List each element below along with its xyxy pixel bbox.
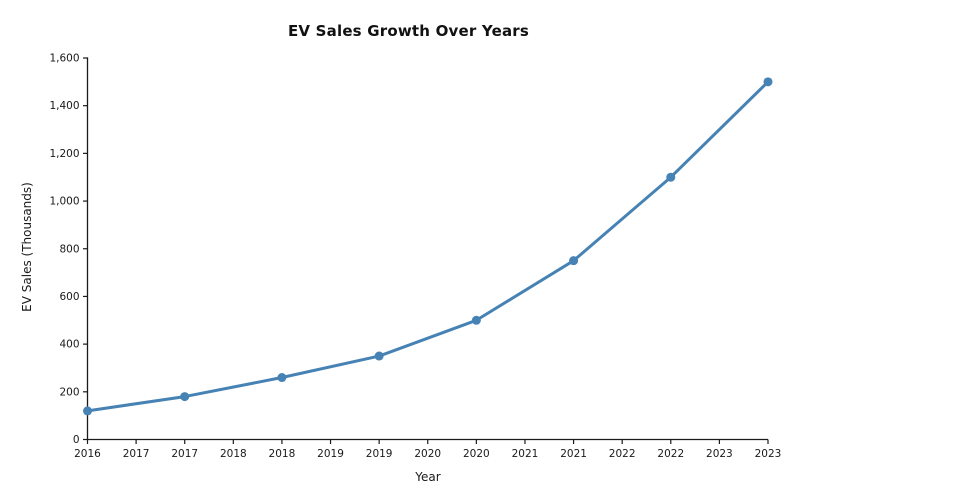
x-tick-label: 2016 — [74, 448, 101, 460]
y-tick-label: 0 — [73, 434, 80, 446]
x-tick-label: 2019 — [366, 448, 393, 460]
chart-title: EV Sales Growth Over Years — [287, 22, 530, 40]
data-point — [83, 406, 92, 416]
x-tick-label: 2019 — [317, 448, 344, 460]
y-tick-label: 400 — [59, 339, 79, 351]
y-tick-label: 1,400 — [49, 100, 79, 112]
y-tick-label: 800 — [59, 243, 79, 255]
x-axis-title: Year — [415, 470, 441, 484]
y-tick-label: 200 — [59, 386, 79, 398]
x-tick-label: 2017 — [171, 448, 198, 460]
x-tick-label: 2020 — [463, 448, 490, 460]
x-tick-label: 2023 — [755, 448, 782, 460]
y-tick-label: 1,600 — [49, 53, 79, 65]
ev-sales-line — [86, 80, 770, 413]
data-point — [569, 256, 579, 266]
x-tick-label: 2022 — [657, 448, 684, 460]
x-tick-label: 2022 — [609, 448, 636, 460]
y-tick-label: 1,000 — [49, 196, 79, 208]
y-tick-label: 1,200 — [49, 148, 79, 160]
y-tick-label: 600 — [59, 291, 79, 303]
x-tick-label: 2021 — [560, 448, 587, 460]
data-point — [374, 351, 384, 361]
x-tick-label: 2018 — [269, 448, 296, 460]
data-point — [471, 315, 481, 325]
x-tick-label: 2018 — [220, 448, 247, 460]
data-point — [666, 172, 676, 182]
x-tick-label: 2023 — [706, 448, 733, 460]
data-point — [277, 373, 287, 383]
y-axis-title: EV Sales (Thousands) — [20, 182, 34, 312]
x-tick-label: 2017 — [123, 448, 150, 460]
x-tick-label: 2020 — [414, 448, 441, 460]
data-point — [180, 392, 190, 402]
x-tick-label: 2021 — [512, 448, 539, 460]
data-point — [763, 77, 773, 87]
